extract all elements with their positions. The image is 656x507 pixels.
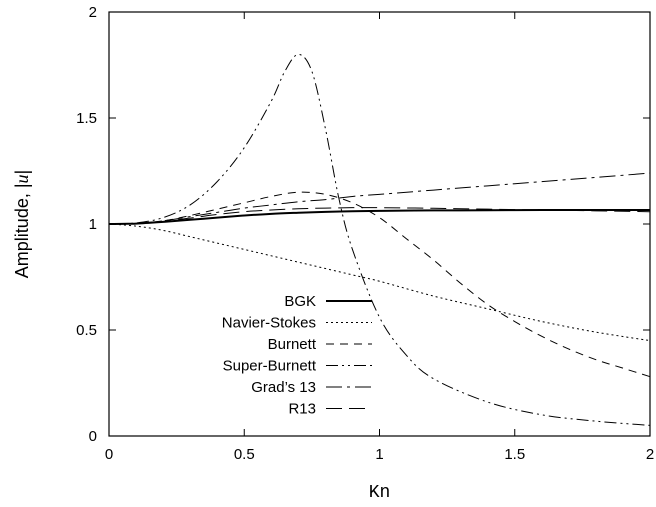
- legend-label-r13: R13: [288, 401, 316, 418]
- y-tick-label: 1: [89, 216, 97, 233]
- y-tick-label: 0: [89, 428, 97, 445]
- x-tick-label: 2: [646, 446, 654, 463]
- tick-labels: 0 0.5 1 1.5 2 0 0.5 1 1.5 2: [76, 4, 654, 463]
- x-tick-label: 0: [105, 446, 113, 463]
- legend-label-super-burnett: Super-Burnett: [223, 358, 317, 375]
- series-line-burnett: [109, 191, 650, 378]
- legend-label-bgk: BGK: [284, 293, 316, 310]
- x-tick-label: 1: [375, 446, 383, 463]
- series-group: [109, 53, 650, 426]
- x-tick-label: 1.5: [504, 446, 525, 463]
- y-tick-label: 1.5: [76, 110, 97, 127]
- legend-label-grad-s-13: Grad’s 13: [251, 379, 316, 396]
- series-line-bgk: [109, 208, 650, 225]
- y-tick-label: 2: [89, 4, 97, 21]
- legend-label-navier-stokes: Navier-Stokes: [222, 315, 316, 332]
- series-line-super-burnett: [109, 53, 650, 426]
- plot-frame: [108, 11, 651, 437]
- axis-ticks: [108, 11, 651, 437]
- y-axis-title: Amplitude, |u|: [12, 170, 32, 278]
- series-line-r13: [109, 207, 650, 225]
- series-line-navier-stokes: [109, 223, 650, 342]
- x-tick-label: 0.5: [234, 446, 255, 463]
- legend: BGK Navier-Stokes Burnett Super-Burnett Grad…: [222, 293, 372, 418]
- x-axis-title: Kn: [369, 483, 391, 503]
- series-line-grad-s-13: [109, 172, 650, 225]
- y-tick-label: 0.5: [76, 322, 97, 339]
- legend-label-burnett: Burnett: [268, 336, 317, 353]
